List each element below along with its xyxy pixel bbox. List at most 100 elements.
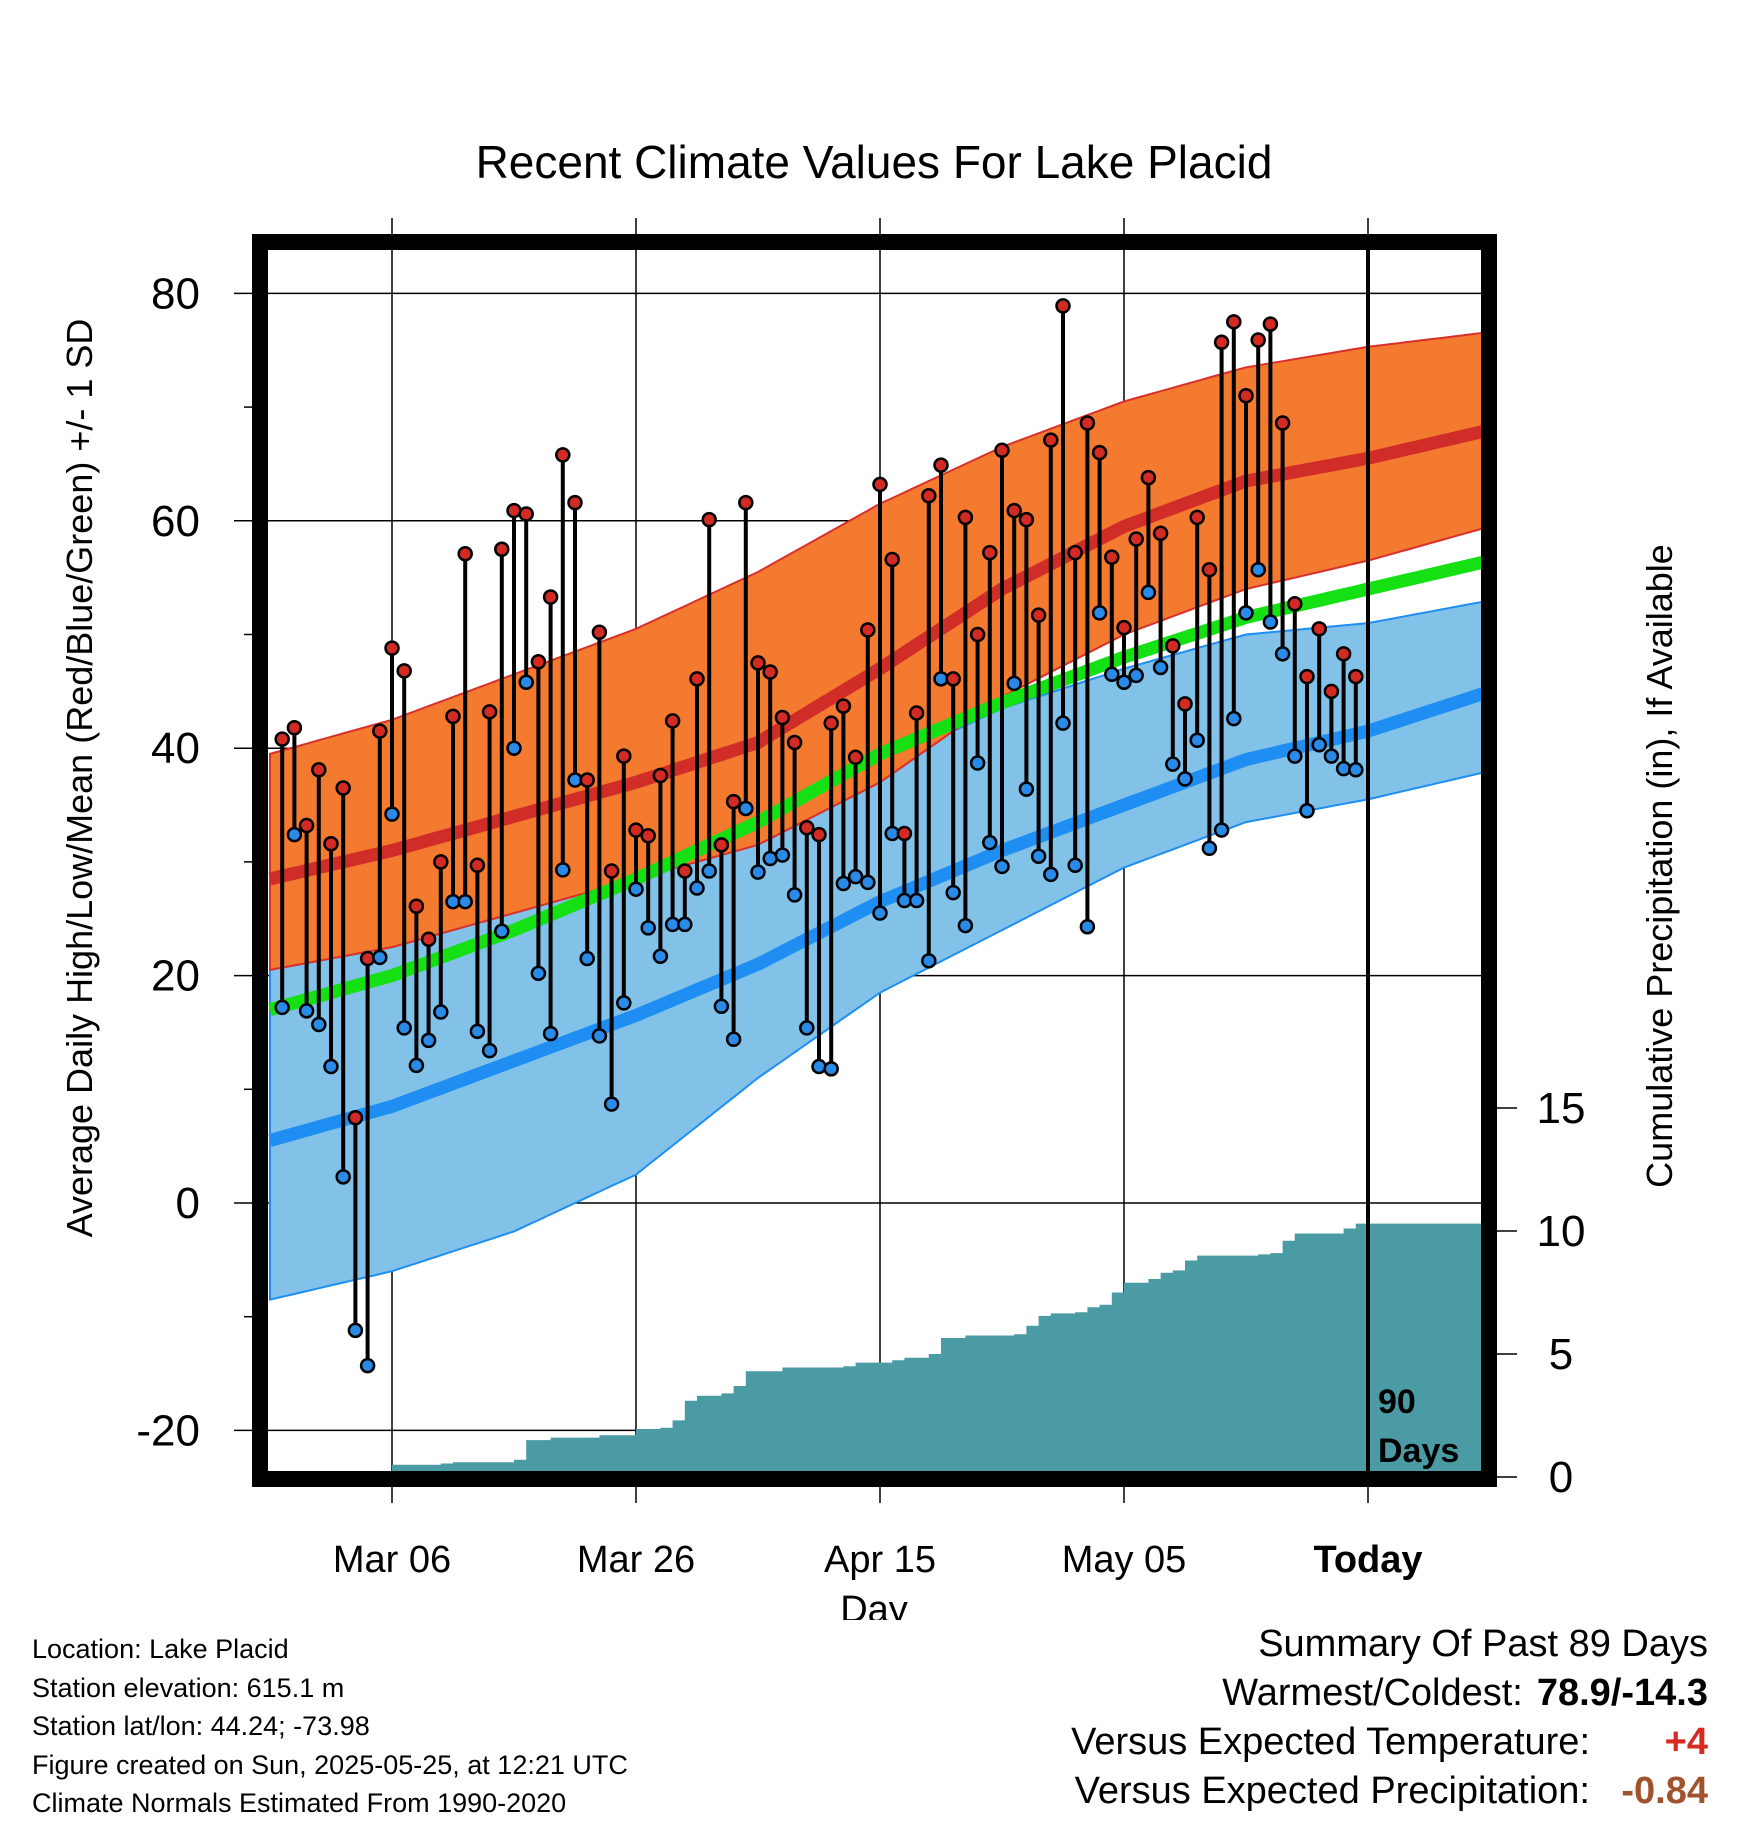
daily-high-point — [908, 705, 925, 721]
x-tick-label: Apr 15 — [824, 1539, 936, 1581]
daily-high-point — [1287, 596, 1303, 612]
daily-low-point — [530, 965, 547, 982]
daily-low-point — [1213, 822, 1230, 838]
station-info: Location: Lake Placid Station elevation:… — [32, 1630, 628, 1823]
y-tick-label-right: 0 — [1549, 1453, 1573, 1502]
daily-low-point — [628, 881, 644, 897]
daily-low-point — [518, 674, 534, 691]
daily-high-point — [323, 835, 339, 852]
daily-high-point — [701, 511, 717, 528]
daily-low-point — [1104, 666, 1120, 683]
daily-high-point — [1140, 469, 1157, 486]
daily-high-point — [335, 780, 351, 796]
daily-high-point — [311, 762, 327, 778]
summary-panel: Summary Of Past 89 Days Warmest/Coldest:… — [1071, 1620, 1708, 1816]
daily-high-point — [1006, 502, 1022, 519]
y-tick-label-left: 80 — [151, 269, 200, 318]
elevation-text: Station elevation: 615.1 m — [32, 1672, 345, 1703]
daily-low-point — [1348, 762, 1364, 778]
daily-high-point — [823, 715, 839, 731]
daily-high-point — [860, 622, 876, 638]
daily-high-point — [445, 708, 461, 725]
daily-high-point — [494, 541, 510, 557]
daily-low-point — [1287, 748, 1303, 764]
daily-high-point — [1348, 668, 1364, 685]
daily-low-point — [786, 887, 803, 903]
daily-low-point — [1030, 848, 1047, 864]
y-tick-label-right: 10 — [1537, 1207, 1586, 1256]
temp-value: +4 — [1664, 1721, 1708, 1763]
daily-low-point — [847, 868, 864, 885]
daily-high-point — [725, 793, 742, 810]
daily-low-point — [1189, 732, 1205, 748]
daily-high-point — [872, 476, 888, 493]
daily-high-point — [567, 494, 583, 511]
daily-high-point — [372, 723, 388, 739]
warmest-coldest-row: Warmest/Coldest: 78.9/-14.3 — [1071, 1669, 1708, 1718]
daily-low-point — [701, 863, 717, 879]
daily-high-point — [689, 671, 705, 687]
x-tick-label: Mar 06 — [333, 1539, 451, 1581]
daily-high-point — [957, 509, 974, 526]
daily-low-point — [921, 953, 937, 969]
daily-high-point — [347, 1109, 364, 1126]
daily-low-point — [860, 874, 876, 891]
daily-high-point — [774, 709, 791, 726]
daily-high-point — [738, 494, 754, 511]
daily-low-point — [1152, 659, 1169, 676]
daily-low-point — [957, 917, 974, 934]
plot-area: 90 Days -20 0 20 40 60 80 0 5 10 15 Mar 06 Mar 26 Apr … — [136, 218, 1585, 1581]
daily-high-point — [1079, 415, 1096, 431]
daily-high-point — [1043, 432, 1059, 448]
daily-high-point — [786, 734, 803, 751]
daily-low-point — [359, 1357, 376, 1374]
daily-low-point — [1116, 674, 1132, 691]
daily-low-point — [994, 858, 1010, 875]
warmest-coldest-value: 78.9/-14.3 — [1536, 1672, 1708, 1714]
daily-low-point — [616, 995, 632, 1011]
daily-high-point — [1128, 531, 1144, 547]
daily-low-point — [713, 998, 730, 1015]
daily-high-point — [982, 544, 998, 561]
daily-high-point — [713, 837, 730, 853]
daily-low-point — [335, 1169, 351, 1185]
daily-high-point — [286, 719, 303, 736]
daily-low-point — [652, 948, 669, 965]
precip-value: -0.84 — [1621, 1770, 1708, 1812]
daily-low-point — [799, 1020, 815, 1036]
daily-high-point — [384, 640, 400, 656]
daily-high-point — [530, 654, 547, 670]
daily-low-point — [396, 1020, 412, 1036]
daily-low-point — [298, 1003, 315, 1019]
daily-high-point — [835, 698, 852, 714]
daily-high-point — [896, 825, 913, 842]
daily-high-point — [274, 731, 290, 747]
daily-high-point — [298, 817, 315, 834]
daily-low-point — [372, 949, 388, 966]
y-tick-label-left: 60 — [151, 497, 200, 546]
daily-high-point — [1250, 332, 1266, 348]
x-tick-label: Mar 26 — [577, 1539, 695, 1581]
daily-high-point — [921, 488, 937, 504]
daily-low-point — [677, 916, 693, 933]
precip-row: Versus Expected Precipitation: -0.84 — [1071, 1767, 1708, 1816]
daily-high-point — [1116, 619, 1132, 636]
y-tick-label-left: 20 — [151, 952, 200, 1001]
daily-high-point — [1177, 696, 1193, 712]
daily-low-point — [1201, 840, 1218, 857]
daily-high-point — [994, 442, 1010, 459]
daily-low-point — [1323, 748, 1340, 764]
daily-low-point — [481, 1042, 498, 1059]
daily-high-point — [1262, 316, 1279, 332]
daily-low-point — [433, 1004, 449, 1020]
daily-low-point — [1177, 771, 1193, 787]
daily-low-point — [640, 920, 656, 936]
y-axis-label-right: Cumulative Precipitation (in), If Availa… — [1639, 544, 1680, 1188]
daily-low-point — [823, 1061, 839, 1077]
y-tick-label-right: 5 — [1549, 1330, 1573, 1379]
daily-high-point — [420, 931, 437, 947]
daily-high-point — [616, 748, 632, 764]
daily-high-point — [762, 664, 778, 680]
y-tick-label-left: -20 — [136, 1406, 200, 1455]
daily-low-point — [1091, 605, 1108, 621]
